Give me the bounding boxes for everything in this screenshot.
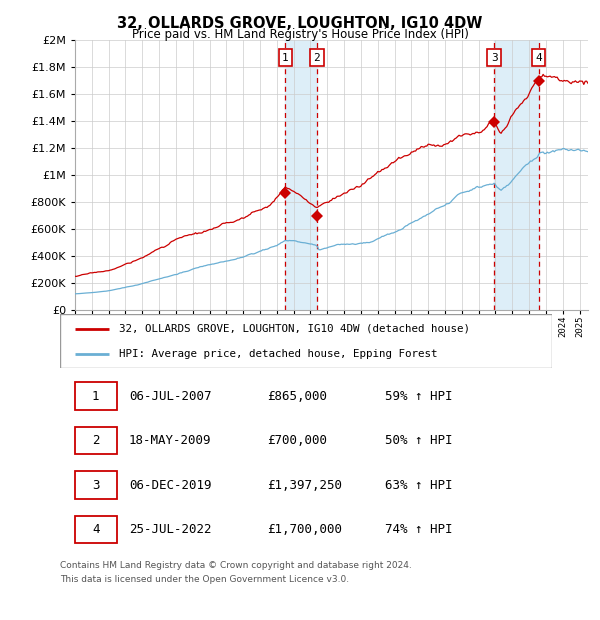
Text: 32, OLLARDS GROVE, LOUGHTON, IG10 4DW: 32, OLLARDS GROVE, LOUGHTON, IG10 4DW: [118, 16, 482, 30]
Text: 4: 4: [92, 523, 100, 536]
Text: 74% ↑ HPI: 74% ↑ HPI: [385, 523, 452, 536]
Text: 06-DEC-2019: 06-DEC-2019: [129, 479, 211, 492]
Text: This data is licensed under the Open Government Licence v3.0.: This data is licensed under the Open Gov…: [60, 575, 349, 585]
Text: 25-JUL-2022: 25-JUL-2022: [129, 523, 211, 536]
Text: 2: 2: [92, 434, 100, 447]
Text: 3: 3: [491, 53, 497, 63]
Text: Price paid vs. HM Land Registry's House Price Index (HPI): Price paid vs. HM Land Registry's House …: [131, 28, 469, 41]
Text: 18-MAY-2009: 18-MAY-2009: [129, 434, 211, 447]
Text: 32, OLLARDS GROVE, LOUGHTON, IG10 4DW (detached house): 32, OLLARDS GROVE, LOUGHTON, IG10 4DW (d…: [119, 324, 470, 334]
FancyBboxPatch shape: [75, 427, 116, 454]
FancyBboxPatch shape: [75, 471, 116, 499]
Text: 2: 2: [313, 53, 320, 63]
FancyBboxPatch shape: [75, 383, 116, 410]
Text: 4: 4: [535, 53, 542, 63]
Text: Contains HM Land Registry data © Crown copyright and database right 2024.: Contains HM Land Registry data © Crown c…: [60, 561, 412, 570]
Text: 06-JUL-2007: 06-JUL-2007: [129, 389, 211, 402]
Text: £700,000: £700,000: [266, 434, 326, 447]
Text: 3: 3: [92, 479, 100, 492]
Text: 63% ↑ HPI: 63% ↑ HPI: [385, 479, 452, 492]
Bar: [285, 40, 317, 310]
Text: 1: 1: [92, 389, 100, 402]
Text: £1,700,000: £1,700,000: [266, 523, 341, 536]
Text: 1: 1: [282, 53, 289, 63]
Text: £865,000: £865,000: [266, 389, 326, 402]
Text: £1,397,250: £1,397,250: [266, 479, 341, 492]
Bar: [494, 40, 539, 310]
Text: HPI: Average price, detached house, Epping Forest: HPI: Average price, detached house, Eppi…: [119, 348, 437, 359]
FancyBboxPatch shape: [75, 516, 116, 543]
Text: 50% ↑ HPI: 50% ↑ HPI: [385, 434, 452, 447]
Text: 59% ↑ HPI: 59% ↑ HPI: [385, 389, 452, 402]
